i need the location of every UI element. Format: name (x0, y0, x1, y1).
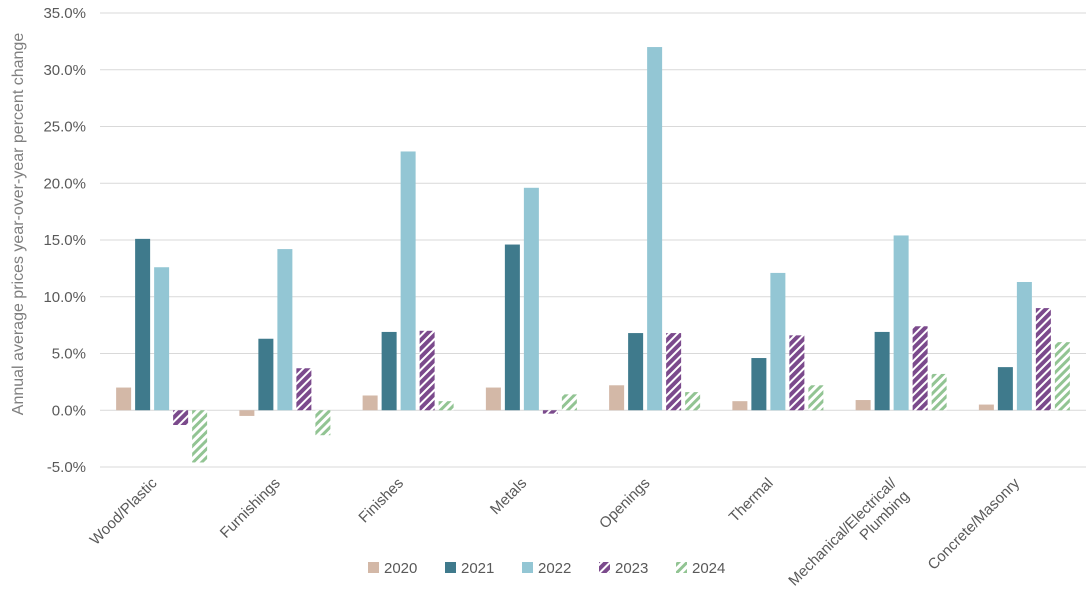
legend-swatch-2024 (676, 562, 687, 573)
bar-2022 (1016, 281, 1032, 411)
bar-2020 (239, 410, 255, 416)
x-axis-ticks: Wood/Plastic Furnishings Finishes Metals Ope… (87, 474, 1024, 589)
bars (116, 47, 1070, 463)
legend-swatch-2023 (599, 562, 610, 573)
bar-2023 (296, 368, 312, 411)
y-tick-label: 35.0% (43, 5, 86, 22)
x-tick-label-line: Thermal (726, 475, 777, 526)
x-tick-label-line: Furnishings (217, 475, 284, 542)
bar-2023 (912, 326, 928, 411)
bar-2023 (173, 410, 189, 426)
legend-swatch-2022 (522, 562, 533, 573)
y-axis-ticks: -5.0% 0.0% 5.0% 10.0% 15.0% 20.0% 25.0% 30.0% 35… (43, 5, 86, 476)
bar-2021 (135, 238, 151, 411)
y-tick-label: 25.0% (43, 119, 86, 136)
x-tick-label: Finishes (355, 475, 407, 527)
bar-2024 (808, 385, 824, 411)
bar-2023 (1035, 308, 1051, 411)
bar-2024 (315, 410, 331, 436)
bar-2024 (931, 373, 947, 411)
bar-2024 (438, 401, 454, 411)
y-axis-title: Annual average prices year-over-year per… (10, 33, 27, 416)
y-tick-label: 20.0% (43, 175, 86, 192)
bar-2020 (855, 400, 871, 411)
bar-2020 (609, 385, 625, 411)
x-tick-label-line: Concrete/Masonry (925, 474, 1024, 573)
y-tick-label: 5.0% (52, 346, 86, 363)
x-tick-label: Furnishings (217, 475, 284, 542)
bar-2022 (277, 249, 293, 411)
bar-2023 (666, 333, 682, 411)
legend-label-2023: 2023 (615, 560, 648, 577)
x-tick-label: Metals (487, 475, 530, 518)
bar-2022 (523, 187, 539, 411)
legend-swatch-2021 (445, 562, 456, 573)
x-tick-label-line: Openings (596, 475, 653, 532)
bar-2024 (561, 394, 577, 411)
legend-label-2022: 2022 (538, 560, 571, 577)
bar-2023 (542, 410, 558, 414)
x-tick-label-line: Metals (487, 475, 530, 518)
x-tick-label: Wood/Plastic (87, 474, 161, 548)
y-tick-label: 0.0% (52, 402, 86, 419)
bar-2021 (504, 244, 520, 411)
legend: 2020 2021 2022 2023 2024 (368, 560, 725, 577)
legend-swatch-2020 (368, 562, 379, 573)
x-tick-label: Thermal (726, 475, 777, 526)
legend-label-2024: 2024 (692, 560, 725, 577)
bar-2021 (381, 331, 397, 411)
bar-2022 (154, 267, 170, 411)
legend-label-2020: 2020 (384, 560, 417, 577)
bar-2023 (419, 330, 435, 411)
bar-2022 (400, 151, 416, 411)
bar-2024 (192, 410, 208, 463)
bar-2020 (485, 387, 501, 411)
x-tick-label: Mechanical/Electrical/Plumbing (785, 474, 912, 589)
bar-2020 (978, 404, 994, 411)
bar-2023 (789, 335, 805, 411)
bar-2021 (874, 331, 890, 411)
x-tick-label-line: Wood/Plastic (87, 474, 161, 548)
bar-2020 (116, 387, 132, 411)
bar-2020 (362, 395, 378, 411)
x-tick-label-line: Finishes (355, 475, 407, 527)
legend-label-2021: 2021 (461, 560, 494, 577)
x-tick-label: Concrete/Masonry (925, 474, 1024, 573)
bar-2021 (628, 333, 644, 411)
y-tick-label: -5.0% (47, 459, 86, 476)
y-tick-label: 15.0% (43, 232, 86, 249)
bar-2021 (258, 338, 274, 411)
bar-2024 (1054, 342, 1070, 411)
bar-2020 (732, 401, 748, 411)
x-tick-label-line: Mechanical/Electrical/ (785, 474, 900, 589)
y-tick-label: 10.0% (43, 289, 86, 306)
bar-2022 (893, 235, 909, 411)
bar-2021 (997, 367, 1013, 411)
x-tick-label: Openings (596, 475, 653, 532)
y-tick-label: 30.0% (43, 62, 86, 79)
bar-2024 (685, 392, 701, 411)
bar-2022 (647, 47, 663, 411)
bar-2022 (770, 272, 786, 411)
bar-2021 (751, 358, 767, 411)
